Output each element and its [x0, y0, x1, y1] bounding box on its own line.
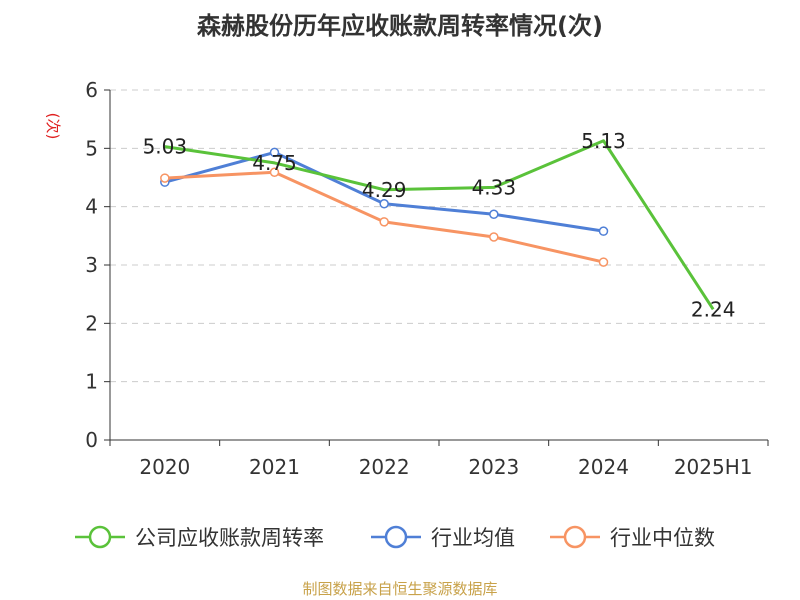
data-point — [160, 173, 170, 183]
x-tick-label: 2023 — [468, 455, 519, 479]
legend-label: 公司应收账款周转率 — [135, 526, 324, 550]
legend-marker — [563, 525, 587, 549]
data-point — [269, 167, 280, 177]
series-line — [164, 139, 715, 311]
x-tick-label: 2021 — [249, 455, 300, 479]
grid-lines — [110, 89, 768, 383]
legend-label: 行业中位数 — [610, 526, 715, 550]
data-point — [269, 147, 280, 158]
y-tick-label: 2 — [85, 311, 98, 335]
data-point — [379, 217, 389, 227]
data-point — [489, 232, 499, 242]
y-tick-label: 4 — [85, 195, 98, 219]
x-tick-label: 2022 — [359, 455, 410, 479]
y-tick-label: 6 — [85, 78, 98, 102]
data-point — [489, 209, 499, 219]
data-label: 5.13 — [581, 129, 626, 153]
data-label: 4.33 — [472, 175, 517, 199]
source-note: 制图数据来自恒生聚源数据库 — [302, 580, 498, 598]
x-tick-label: 2025H1 — [674, 455, 753, 479]
y-tick-label: 3 — [85, 253, 98, 277]
axes: 0 1 2 3 4 5 6 2020 2021 2022 2023 2024 2025H1 (次) — [44, 78, 769, 479]
x-tick-label: 2020 — [139, 455, 190, 479]
y-tick-label: 1 — [85, 370, 98, 394]
chart-title: 森赫股份历年应收账款周转率情况(次) — [197, 12, 603, 40]
data-point — [598, 226, 609, 236]
data-point — [379, 199, 389, 209]
y-tick-label: 5 — [85, 136, 98, 160]
legend-marker — [88, 525, 112, 549]
y-axis-label: (次) — [44, 113, 62, 140]
data-label: 4.29 — [362, 178, 407, 202]
data-label: 5.03 — [143, 135, 188, 159]
data-labels: 5.03 4.75 4.29 4.33 5.13 2.24 — [143, 129, 736, 322]
legend-marker — [384, 525, 408, 549]
legend-label: 行业均值 — [431, 526, 515, 550]
series-lines — [160, 139, 715, 311]
x-tick-label: 2024 — [578, 455, 629, 479]
data-label: 4.75 — [252, 151, 297, 175]
legend: 公司应收账款周转率 行业均值 行业中位数 — [75, 525, 715, 550]
y-tick-label: 0 — [85, 428, 98, 452]
data-label: 2.24 — [691, 297, 736, 321]
data-point — [598, 257, 609, 267]
